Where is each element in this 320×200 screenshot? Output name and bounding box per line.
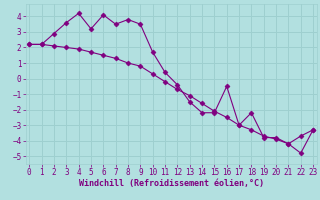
X-axis label: Windchill (Refroidissement éolien,°C): Windchill (Refroidissement éolien,°C) — [79, 179, 264, 188]
